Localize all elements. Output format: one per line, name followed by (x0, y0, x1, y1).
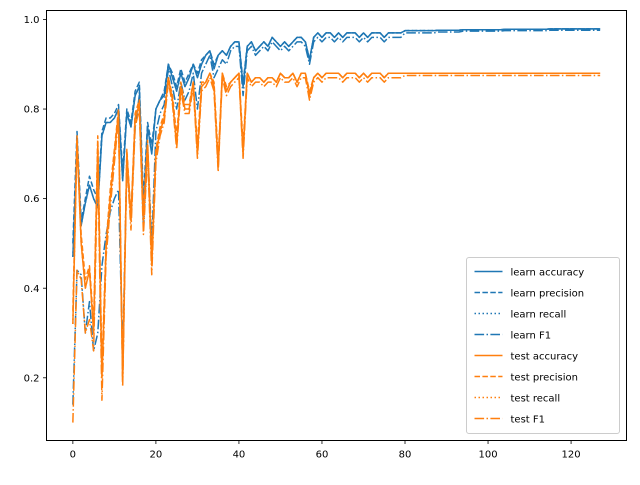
legend-label: test F1 (511, 414, 546, 425)
plot-frame (46, 10, 627, 441)
x-tick-label: 20 (150, 450, 163, 461)
legend-label: learn recall (511, 309, 567, 320)
legend-label: test accuracy (511, 351, 579, 362)
x-tick-label: 0 (70, 450, 76, 461)
legend: learn accuracy learn precision learn recal… (466, 257, 620, 434)
legend-label: learn accuracy (511, 267, 585, 278)
y-tick-label: 0.2 (24, 373, 40, 384)
x-tick-label: 60 (316, 450, 329, 461)
x-tick-label: 100 (478, 450, 497, 461)
series-line-learn-F1 (72, 29, 601, 405)
y-axis: 0.2 0.4 0.6 0.8 1.0 (24, 15, 47, 384)
legend-frame (466, 257, 620, 434)
x-tick-label: 40 (233, 450, 246, 461)
series-line-test-F1 (72, 74, 601, 423)
series-layer (72, 28, 601, 423)
y-tick-label: 0.4 (24, 284, 40, 295)
y-tick-label: 0.6 (24, 194, 40, 205)
y-tick-label: 0.8 (24, 105, 40, 116)
series-line-learn-recall (72, 28, 601, 257)
x-tick-label: 120 (562, 450, 581, 461)
legend-label: test precision (511, 372, 579, 383)
legend-label: learn precision (511, 288, 585, 299)
x-axis: 0 20 40 60 80 100 120 (70, 440, 581, 461)
series-line-test-recall (72, 72, 601, 384)
x-tick-label: 80 (399, 450, 412, 461)
legend-label: test recall (511, 393, 561, 404)
y-tick-label: 1.0 (24, 15, 40, 26)
legend-label: learn F1 (511, 330, 552, 341)
